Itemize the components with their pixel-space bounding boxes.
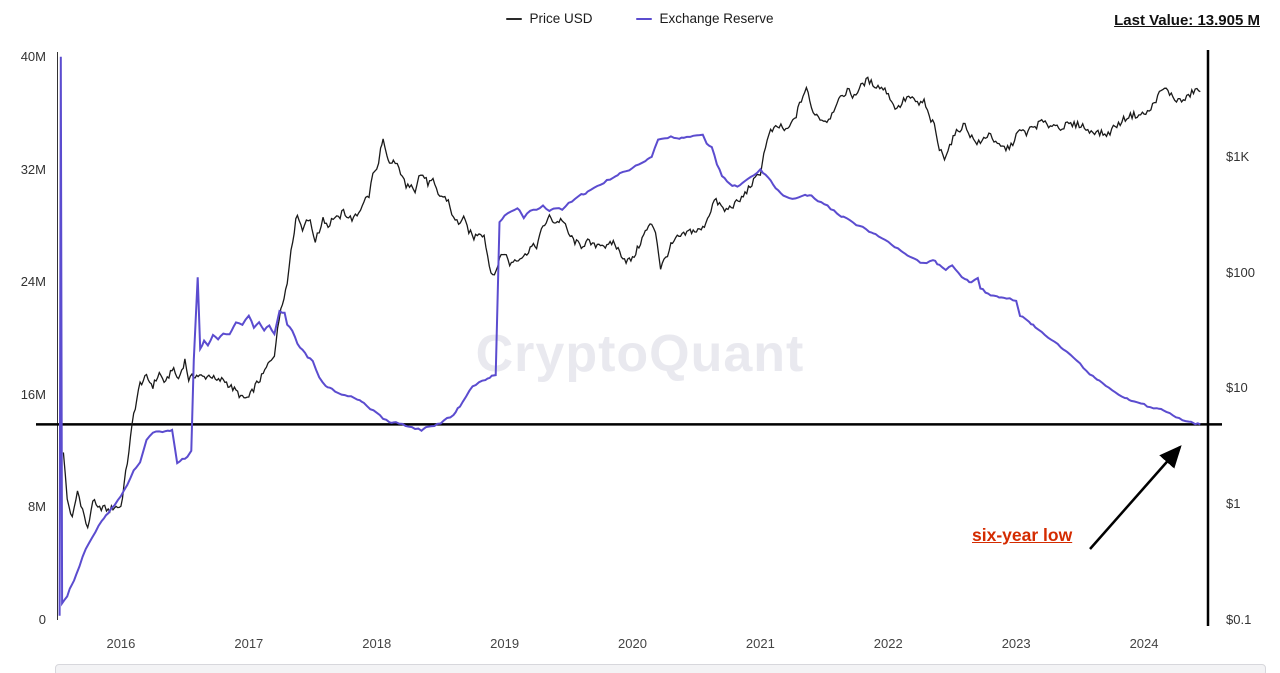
y-left-tick: 16M bbox=[20, 386, 46, 402]
legend-item-price-usd[interactable]: Price USD bbox=[506, 11, 592, 26]
legend-item-exchange-reserve[interactable]: Exchange Reserve bbox=[636, 11, 774, 26]
x-axis-tick: 2023 bbox=[1001, 636, 1031, 651]
y-right-tick: $100 bbox=[1226, 264, 1255, 280]
x-axis-tick: 2019 bbox=[490, 636, 520, 651]
x-axis-tick: 2017 bbox=[234, 636, 264, 651]
legend: Price USD Exchange Reserve bbox=[0, 11, 1280, 26]
y-left-tick: 8M bbox=[27, 499, 46, 515]
y-left-tick: 0 bbox=[38, 612, 46, 627]
y-right-tick: $1 bbox=[1226, 496, 1241, 512]
y-right-tick: $10 bbox=[1226, 380, 1248, 396]
y-left-tick: 40M bbox=[20, 49, 46, 64]
y-left-tick: 32M bbox=[20, 161, 46, 177]
reserve-line-swatch-icon bbox=[636, 17, 653, 20]
x-axis-tick: 2020 bbox=[618, 636, 647, 651]
legend-label: Price USD bbox=[529, 11, 593, 26]
y-right-tick: $0.1 bbox=[1226, 612, 1252, 627]
x-axis-tick: 2018 bbox=[362, 636, 392, 651]
y-right-tick: $1K bbox=[1226, 148, 1250, 164]
y-left-tick: 24M bbox=[20, 274, 46, 290]
six-year-low-annotation: six-year low bbox=[972, 525, 1073, 545]
x-axis-tick: 2021 bbox=[745, 636, 775, 651]
x-axis-tick: 2024 bbox=[1129, 636, 1159, 651]
x-axis-tick: 2022 bbox=[873, 636, 903, 651]
price-line-swatch-icon bbox=[506, 17, 523, 20]
last-value-label: Last Value: 13.905 M bbox=[1114, 12, 1260, 29]
x-axis-tick: 2016 bbox=[106, 636, 136, 651]
chart-navigator-strip[interactable] bbox=[55, 664, 1266, 673]
legend-label: Exchange Reserve bbox=[659, 11, 774, 26]
